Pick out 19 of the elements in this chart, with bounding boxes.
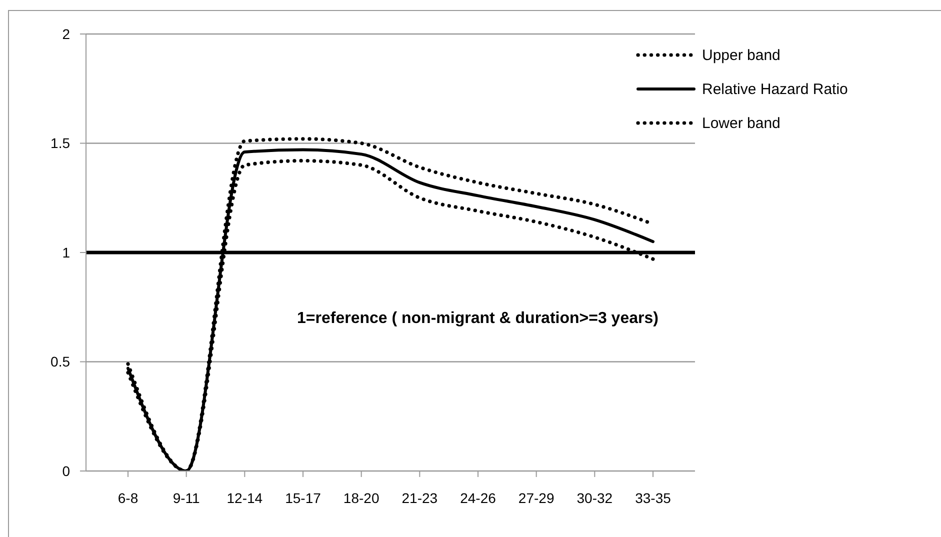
x-tick-label: 27-29 xyxy=(518,490,554,506)
x-tick-label: 30-32 xyxy=(576,490,613,506)
legend-label: Relative Hazard Ratio xyxy=(702,80,848,98)
legend-label: Upper band xyxy=(702,46,780,64)
y-tick-label: 1 xyxy=(62,244,70,260)
x-tick-label: 24-26 xyxy=(460,490,496,506)
annotation: 1=reference ( non-migrant & duration>=3 years) xyxy=(297,310,658,328)
legend-label: Lower band xyxy=(702,114,780,132)
y-tick-label: 1.5 xyxy=(50,135,70,152)
x-tick-label: 15-17 xyxy=(285,490,322,506)
x-tick-label: 9-11 xyxy=(172,490,200,506)
x-tick-label: 6-8 xyxy=(118,490,138,506)
y-tick-label: 0.5 xyxy=(50,354,70,370)
y-tick-label: 2 xyxy=(62,26,70,42)
x-tick-label: 18-20 xyxy=(343,490,380,506)
y-tick-label: 0 xyxy=(62,462,70,479)
x-tick-label: 33-35 xyxy=(635,490,672,506)
x-tick-label: 12-14 xyxy=(226,490,263,506)
x-tick-label: 21-23 xyxy=(402,490,438,506)
